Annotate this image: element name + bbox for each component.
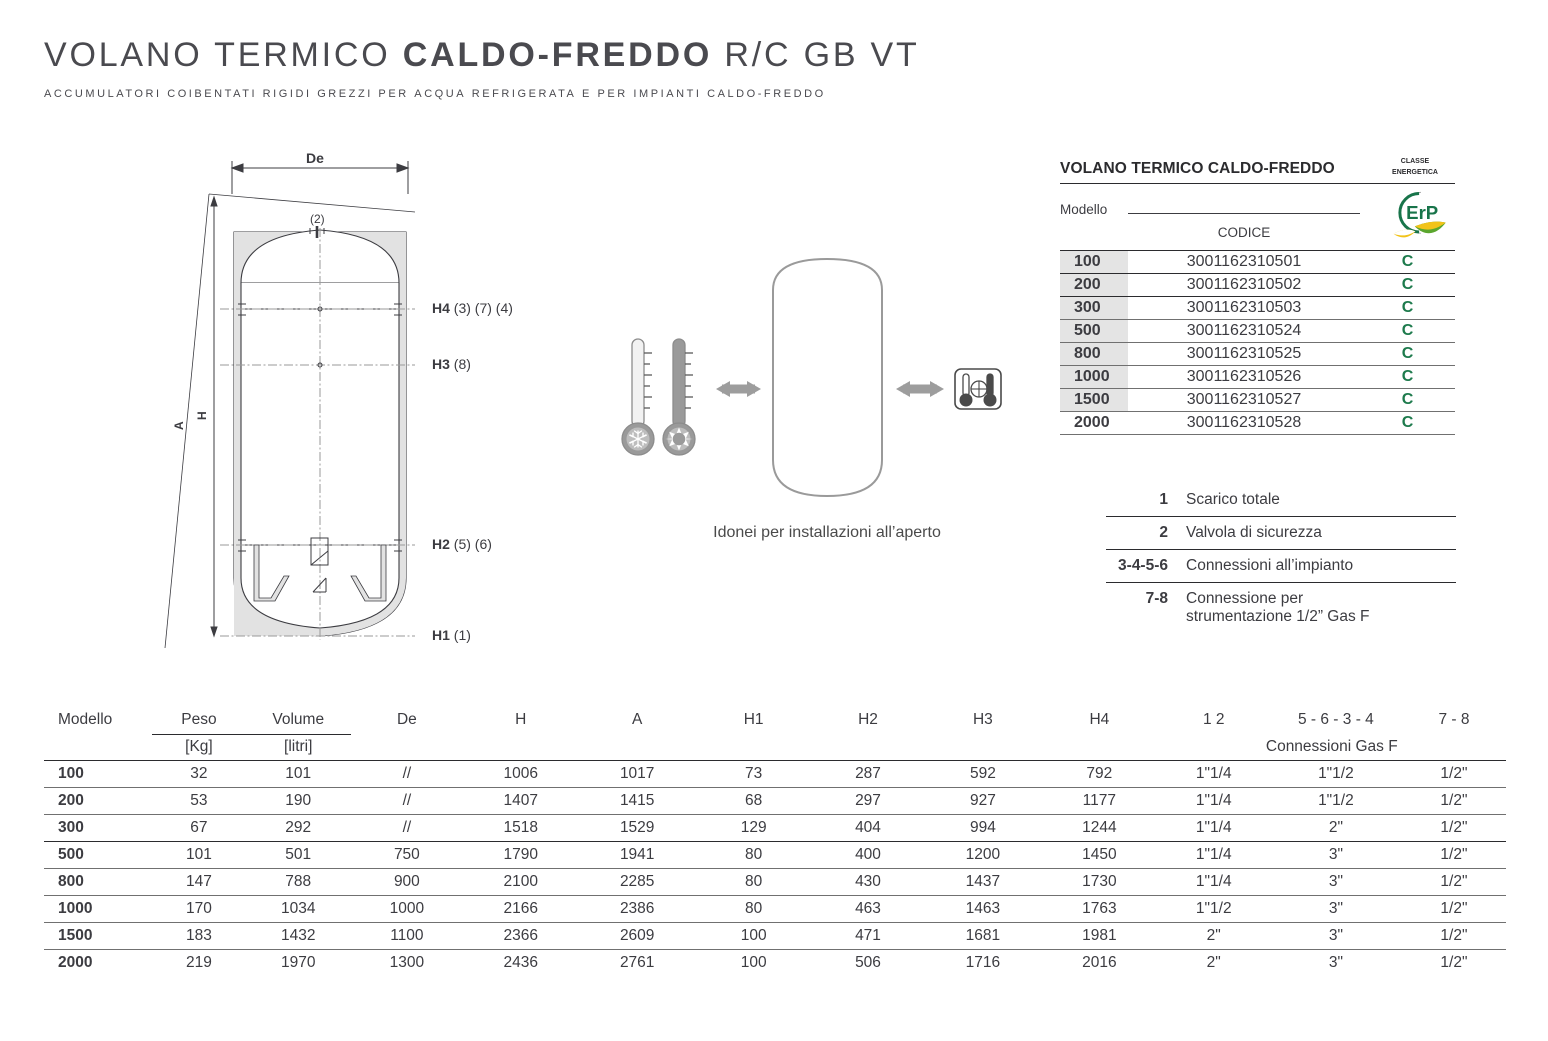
svg-text:A: A: [172, 421, 186, 430]
svg-text:H: H: [195, 411, 209, 420]
svg-text:ErP: ErP: [1406, 202, 1438, 223]
svg-text:Idonei per installazioni all’a: Idonei per installazioni all’aperto: [713, 524, 941, 541]
svg-text:H3 (8): H3 (8): [432, 356, 471, 372]
svg-text:H1 (1): H1 (1): [432, 627, 471, 643]
svg-text:(2): (2): [310, 212, 325, 226]
svg-text:H4 (3) (7) (4): H4 (3) (7) (4): [432, 300, 513, 316]
svg-text:De: De: [306, 150, 324, 166]
svg-text:H2 (5) (6): H2 (5) (6): [432, 536, 492, 552]
